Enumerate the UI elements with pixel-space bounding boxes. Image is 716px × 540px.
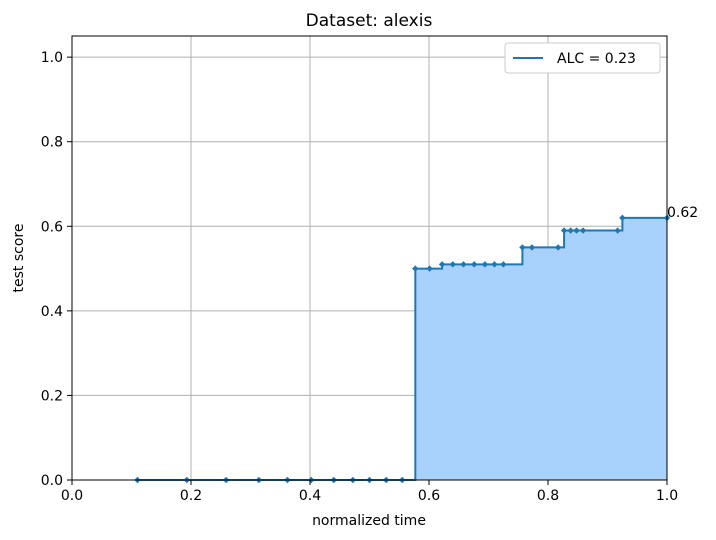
data-point-12 — [426, 265, 433, 272]
data-point-14 — [449, 261, 456, 268]
series-markers — [134, 214, 671, 484]
data-point-19 — [500, 261, 507, 268]
area-fill — [137, 217, 667, 481]
x-tick-label-2: 0.4 — [299, 488, 321, 504]
x-tick-label-3: 0.6 — [418, 488, 440, 504]
x-axis-label: normalized time — [312, 513, 426, 529]
data-point-15 — [460, 261, 467, 268]
data-point-16 — [471, 261, 478, 268]
y-tick-label-1: 0.2 — [41, 388, 63, 404]
x-axis-ticks: 0.0 0.2 0.4 0.6 0.8 1.0 — [61, 480, 678, 504]
data-point-17 — [481, 261, 489, 268]
y-axis-label: test score — [11, 224, 27, 293]
y-tick-label-0: 0.0 — [41, 473, 63, 489]
data-point-25 — [573, 227, 580, 234]
data-point-13 — [438, 261, 446, 268]
legend: ALC = 0.23 — [504, 42, 661, 74]
final-value-label: 0.62 — [667, 205, 698, 221]
data-point-20 — [519, 244, 526, 251]
data-point-22 — [554, 244, 562, 251]
data-point-24 — [567, 227, 574, 234]
x-tick-label-5: 1.0 — [656, 488, 678, 504]
x-tick-label-1: 0.2 — [180, 488, 202, 504]
y-tick-label-4: 0.8 — [41, 135, 63, 151]
y-axis-ticks: 0.0 0.2 0.4 0.6 0.8 1.0 — [41, 50, 72, 489]
data-point-27 — [614, 227, 621, 234]
y-tick-label-3: 0.6 — [41, 219, 63, 235]
data-point-21 — [528, 244, 536, 251]
legend-box — [504, 42, 661, 74]
data-point-11 — [412, 265, 419, 272]
x-tick-label-0: 0.0 — [61, 488, 83, 504]
data-point-26 — [579, 227, 587, 234]
data-point-23 — [560, 227, 568, 234]
y-tick-label-5: 1.0 — [41, 50, 63, 66]
data-point-28 — [619, 214, 626, 222]
plot-frame — [71, 35, 668, 481]
y-tick-label-2: 0.4 — [41, 304, 63, 320]
data-point-18 — [491, 261, 498, 268]
chart-title: Dataset: alexis — [306, 11, 433, 31]
legend-entry-label: ALC = 0.23 — [557, 51, 636, 67]
x-tick-label-4: 0.8 — [537, 488, 559, 504]
